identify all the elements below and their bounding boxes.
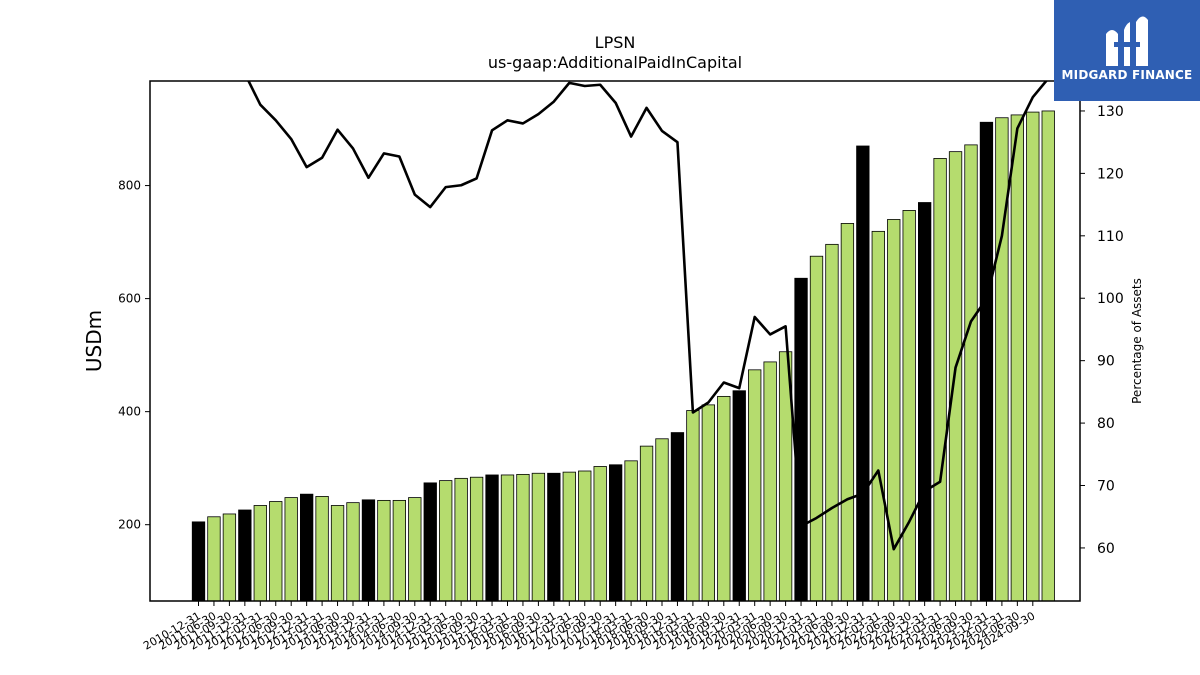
- y2-tick-label: 130: [1097, 104, 1124, 120]
- y-tick-label: 600: [118, 292, 141, 306]
- bar-2011-06-30: [222, 513, 237, 601]
- line-group: [247, 81, 1048, 551]
- bar-2017-12-31: [624, 460, 638, 601]
- x-axis: 2010-12-312011-06-302011-09-302011-12-31…: [141, 601, 1037, 653]
- bar-2024-09-30: [1041, 110, 1055, 601]
- bar-2013-09-30: [361, 499, 376, 601]
- bar-2023-06-30: [964, 144, 978, 601]
- chart-title: LPSN: [595, 33, 636, 52]
- bar-2014-09-30: [423, 482, 437, 601]
- y-tick-label: 800: [118, 179, 141, 193]
- bar-2021-03-31: [825, 243, 839, 601]
- logo-mark-icon: [1106, 16, 1148, 67]
- bar-2014-03-31: [392, 499, 407, 601]
- bar-2018-12-31: [686, 410, 700, 601]
- bar-2015-12-31: [500, 474, 515, 601]
- y2-tick-label: 110: [1097, 229, 1124, 245]
- bar-2020-03-31: [763, 361, 777, 601]
- y2-tick-label: 80: [1097, 416, 1115, 432]
- bar-2022-09-30: [918, 202, 932, 601]
- bar-2013-03-31: [330, 505, 345, 601]
- y-axis-label: USDm: [82, 310, 106, 372]
- y2-tick-label: 100: [1097, 291, 1124, 307]
- bar-2012-03-31: [269, 501, 283, 601]
- bar-group: [191, 110, 1055, 601]
- bar-2013-12-31: [377, 499, 391, 601]
- bar-2014-06-30: [408, 497, 422, 601]
- bar-2015-03-31: [454, 477, 468, 601]
- bar-2021-12-31: [871, 230, 885, 601]
- bar-2013-06-30: [346, 502, 360, 601]
- bar-2021-09-30: [856, 145, 870, 601]
- bar-2011-03-31: [207, 516, 221, 601]
- y-tick-label: 400: [118, 405, 141, 419]
- chart-subtitle: us-gaap:AdditionalPaidInCapital: [488, 53, 742, 72]
- bar-2023-09-30: [979, 121, 994, 601]
- bar-2018-06-30: [655, 438, 669, 601]
- bar-2016-09-30: [547, 472, 561, 601]
- y2-tick-label: 120: [1097, 166, 1124, 182]
- bar-2021-06-30: [840, 223, 855, 601]
- bar-2019-12-31: [748, 369, 762, 601]
- bar-2018-03-31: [639, 445, 654, 601]
- bar-2019-09-30: [732, 390, 746, 601]
- y2-tick-label: 60: [1097, 541, 1115, 557]
- bar-2016-03-31: [516, 473, 530, 601]
- bar-2017-09-30: [609, 464, 623, 601]
- left-axis: 200 400 600 800: [118, 179, 150, 532]
- percentage-of-assets-line: [247, 81, 1048, 551]
- bar-2012-09-30: [299, 493, 314, 601]
- bar-2011-09-30: [238, 509, 252, 601]
- logo-text: MIDGARD FINANCE: [1061, 68, 1193, 82]
- bar-2010-12-31: [191, 521, 206, 601]
- bar-2022-06-30: [902, 210, 916, 601]
- y2-tick-label: 90: [1097, 354, 1115, 370]
- bar-2022-12-31: [933, 158, 947, 601]
- bar-2011-12-31: [253, 505, 267, 601]
- bar-2019-06-30: [717, 395, 731, 601]
- plot-frame: [149, 80, 1081, 602]
- bar-2017-03-31: [578, 470, 592, 601]
- bar-2012-06-30: [284, 497, 298, 601]
- bar-2016-12-31: [562, 471, 576, 601]
- right-axis: 60 70 80 90 100 110 120 130: [1080, 104, 1124, 557]
- y2-tick-label: 70: [1097, 479, 1115, 495]
- bar-2018-09-30: [670, 432, 685, 601]
- bar-2024-06-30: [1026, 111, 1040, 601]
- bar-2015-06-30: [469, 476, 484, 601]
- y-tick-label: 200: [118, 518, 141, 532]
- bar-2015-09-30: [485, 474, 499, 601]
- bar-2014-12-31: [439, 480, 453, 601]
- bar-2012-12-31: [315, 496, 329, 601]
- bar-2019-03-31: [701, 404, 715, 601]
- midgard-finance-logo: MIDGARD FINANCE: [1054, 0, 1200, 101]
- bar-2023-12-31: [995, 117, 1009, 601]
- bar-2024-03-31: [1010, 114, 1024, 601]
- bar-2020-12-31: [809, 255, 824, 601]
- y2-axis-label: Percentage of Assets: [1130, 278, 1144, 404]
- bar-2017-06-30: [593, 466, 607, 601]
- bar-2020-09-30: [794, 277, 808, 601]
- bar-2016-06-30: [531, 472, 546, 601]
